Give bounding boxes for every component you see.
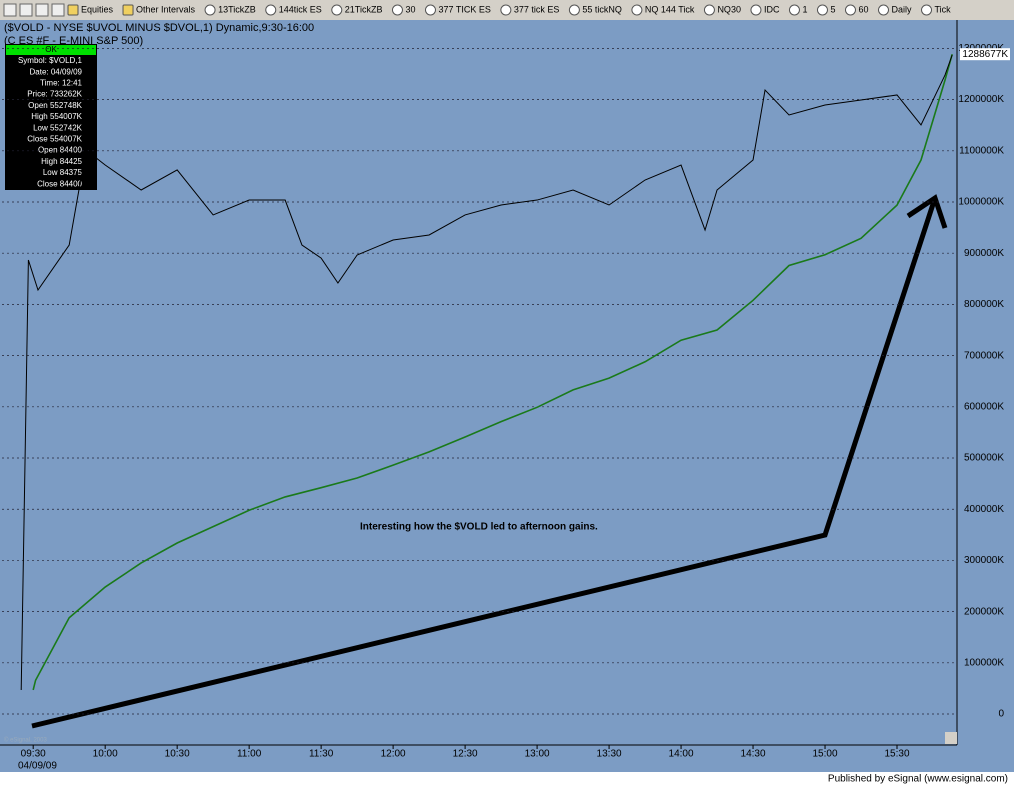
info-row: Close 554007K [27, 135, 82, 144]
tool-icon [391, 4, 403, 16]
y-tick-label: 500000K [964, 453, 1004, 464]
info-row: High 554007K [31, 112, 82, 121]
info-row: Close 84400 [37, 179, 82, 188]
tool-icon[interactable] [35, 3, 49, 17]
x-tick-label: 13:30 [597, 749, 622, 760]
copyright: © eSignal, 2003 [4, 737, 47, 744]
info-row: Date: 04/09/09 [30, 67, 83, 76]
tool-icon [67, 4, 79, 16]
tool-icon [878, 4, 889, 16]
toolbar-item[interactable]: 13TickZB [218, 4, 256, 14]
series-line [20, 54, 953, 691]
x-tick-label: 10:00 [93, 749, 118, 760]
tool-icon [631, 4, 643, 16]
scroll-button[interactable] [945, 732, 957, 744]
footer-bar [0, 772, 1014, 787]
footer: Published by eSignal (www.esignal.com) [828, 774, 1008, 785]
x-tick-label: 15:30 [884, 749, 909, 760]
toolbar-item[interactable]: Daily [892, 4, 913, 14]
y-tick-label: 600000K [964, 401, 1004, 412]
toolbar-item[interactable]: 377 TICK ES [438, 4, 490, 14]
y-tick-label: 100000K [964, 657, 1004, 668]
y-tick-label: 400000K [964, 504, 1004, 515]
arrow-head [906, 194, 948, 229]
toolbar-item[interactable]: NQ 144 Tick [645, 4, 695, 14]
annotation: Interesting how the $VOLD led to afterno… [360, 522, 598, 533]
toolbar-item[interactable]: Equities [81, 4, 114, 14]
chart-subtitle: (C ES #F - E-MINI S&P 500) [4, 35, 143, 47]
info-row: Symbol: $VOLD,1 [18, 56, 83, 65]
x-tick-label: 11:30 [309, 749, 334, 760]
x-tick-label: 14:30 [741, 749, 766, 760]
info-row: Open 552748K [28, 101, 82, 110]
toolbar-item[interactable]: Tick [935, 4, 952, 14]
last-value-label: 1288677K [962, 49, 1008, 60]
info-header: OK [45, 45, 57, 54]
toolbar-item[interactable]: 30 [405, 4, 415, 14]
chart-title: ($VOLD - NYSE $UVOL MINUS $DVOL,1) Dynam… [4, 22, 314, 34]
toolbar-item[interactable]: 55 tickNQ [582, 4, 622, 14]
toolbar-item[interactable]: 60 [858, 4, 868, 14]
arrow [31, 197, 938, 729]
tool-icon [265, 4, 277, 16]
tool-icon [750, 4, 762, 16]
y-tick-label: 1000000K [958, 197, 1004, 208]
tool-icon [500, 4, 512, 16]
info-row: Low 552742K [33, 123, 83, 132]
tool-icon [816, 4, 828, 16]
tool-icon [122, 4, 134, 16]
y-tick-label: 1200000K [958, 94, 1004, 105]
x-tick-label: 12:00 [381, 749, 406, 760]
y-tick-label: 1100000K [959, 145, 1004, 156]
toolbar-item[interactable]: 21TickZB [345, 4, 383, 14]
y-tick-label: 800000K [964, 299, 1004, 310]
y-axis-area [957, 20, 1014, 772]
tool-icon [788, 4, 800, 16]
tool-icon[interactable] [19, 3, 33, 17]
tool-icon [424, 4, 436, 16]
toolbar-item[interactable]: 5 [830, 4, 835, 14]
tool-icon [331, 4, 343, 16]
info-row: Open 84400 [38, 146, 83, 155]
x-tick-label: 10:30 [165, 749, 190, 760]
tool-icon[interactable] [51, 3, 65, 17]
x-tick-label: 12:30 [453, 749, 478, 760]
y-tick-label: 300000K [964, 555, 1004, 566]
date-label: 04/09/09 [18, 761, 57, 772]
toolbar-item[interactable]: Other Intervals [136, 4, 196, 14]
last-value-box [960, 48, 1010, 61]
x-tick-label: 09:30 [21, 749, 46, 760]
toolbar-item[interactable]: 144tick ES [279, 4, 322, 14]
y-tick-label: 900000K [964, 248, 1004, 259]
tool-icon [703, 4, 715, 16]
info-row: High 84425 [41, 157, 82, 166]
info-box: OK Symbol: $VOLD,1 Date: 04/09/09 Time: 12… [5, 44, 97, 190]
x-tick-label: 13:00 [525, 749, 550, 760]
x-tick-label: 15:00 [813, 749, 838, 760]
x-tick-label: 11:00 [237, 749, 262, 760]
series-line [32, 53, 953, 691]
tool-icon [844, 4, 856, 16]
toolbar-item[interactable]: NQ30 [717, 4, 741, 14]
tool-icon[interactable] [3, 3, 17, 17]
info-row: Time: 12:41 [40, 79, 82, 88]
x-tick-label: 14:00 [669, 749, 694, 760]
y-tick-label: 0 [998, 709, 1004, 720]
info-row: Low 84375 [43, 168, 83, 177]
toolbar-item[interactable]: IDC [764, 4, 780, 14]
tool-icon [568, 4, 580, 16]
y-tick-label: 200000K [964, 606, 1004, 617]
info-row: Price: 733262K [27, 90, 82, 99]
toolbar-item[interactable]: 377 tick ES [514, 4, 560, 14]
y-tick-label: 700000K [964, 350, 1004, 361]
tool-icon [921, 4, 933, 16]
info-bg [5, 44, 97, 190]
toolbar-item[interactable]: 1 [802, 4, 807, 14]
tool-icon [204, 4, 216, 16]
info-header-bg [6, 45, 96, 55]
